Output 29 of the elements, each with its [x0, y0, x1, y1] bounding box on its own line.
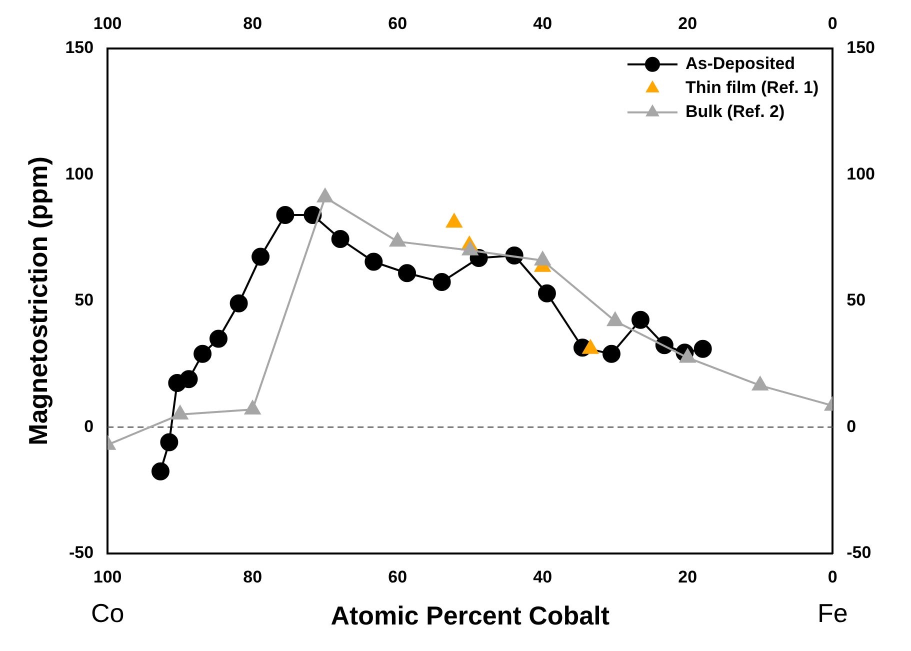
x2-tick-label: 20 [678, 14, 698, 33]
y2-tick-label: 0 [846, 416, 856, 436]
x-tick-label: 60 [388, 567, 408, 586]
y-tick-label: 0 [84, 416, 94, 436]
y-tick-label: 100 [65, 164, 94, 184]
legend-label: Bulk (Ref. 2) [685, 102, 785, 122]
text: Co [90, 598, 124, 628]
x2-tick-label: 40 [533, 14, 552, 33]
y-axis-title: Magnetostriction (ppm) [22, 156, 53, 446]
x-axis-title: Atomic Percent Cobalt [330, 600, 610, 631]
y2-tick-label: -50 [846, 543, 872, 562]
x-tick-label: 80 [243, 567, 262, 586]
x-tick-label: 40 [533, 567, 552, 586]
y2-tick-label: 50 [846, 290, 866, 310]
y-tick-label: 50 [74, 290, 94, 310]
legend-label: Thin film (Ref. 1) [685, 78, 819, 98]
x2-tick-label: 60 [388, 14, 408, 33]
x-tick-label: 20 [678, 567, 698, 586]
x2-tick-label: 100 [93, 14, 122, 33]
y2-tick-label: 100 [846, 164, 876, 184]
y-tick-label: -50 [68, 543, 94, 562]
x-tick-label: 100 [93, 567, 122, 586]
y-tick-label: 150 [65, 38, 94, 58]
text: Fe [817, 598, 848, 628]
x2-tick-label: 0 [828, 14, 838, 33]
legend-label: As-Deposited [685, 54, 796, 74]
x2-tick-label: 80 [243, 14, 262, 33]
y2-tick-label: 150 [846, 38, 876, 58]
x-tick-label: 0 [828, 567, 838, 586]
